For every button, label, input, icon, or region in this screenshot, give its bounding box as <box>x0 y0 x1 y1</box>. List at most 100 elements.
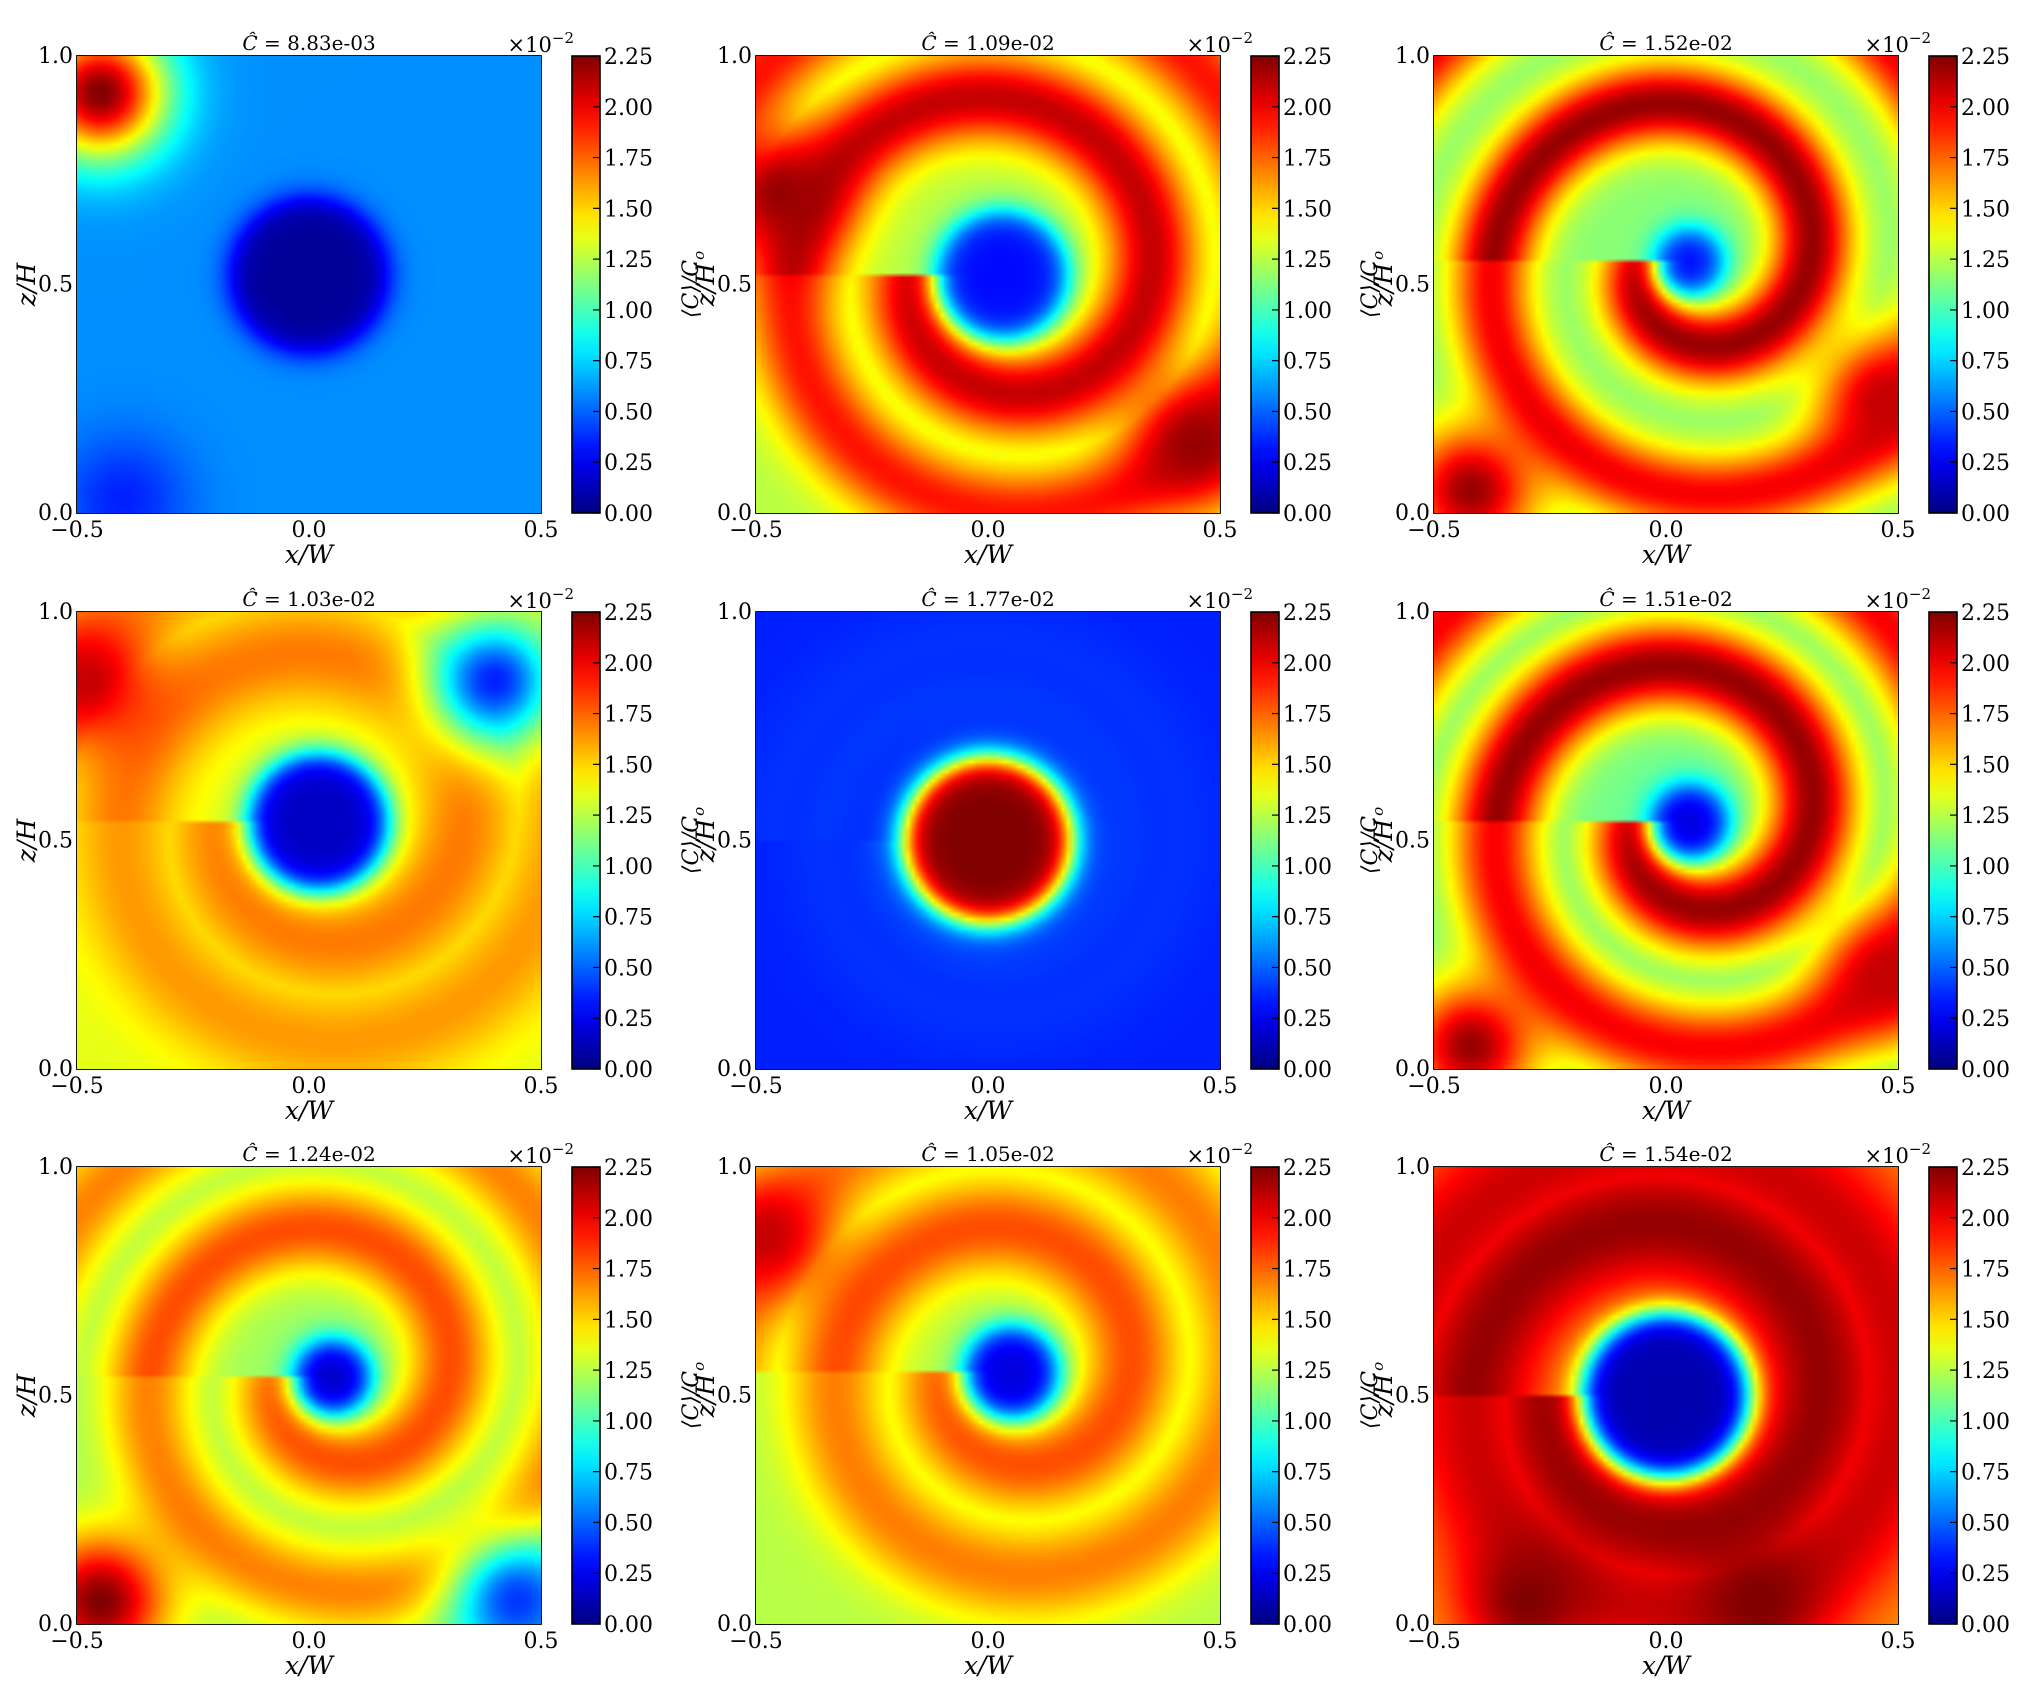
x-tick-label: 0.5 <box>1203 1074 1238 1099</box>
colorbar-tick-label: 0.50 <box>1961 1511 2010 1536</box>
colorbar-tick-label: 1.25 <box>604 804 653 829</box>
colorbar-tick-label: 1.00 <box>1283 299 1332 324</box>
x-tick-label: 0.0 <box>292 1074 327 1099</box>
colorbar-tick-label: 1.25 <box>1961 804 2010 829</box>
colorbar-tick-label: 0.50 <box>604 1511 653 1536</box>
colorbar <box>1928 1166 1958 1625</box>
x-axis-label: x/W <box>1642 1651 1693 1680</box>
colorbar-tick-label: 2.25 <box>604 45 653 70</box>
heatmap-field-5 <box>756 612 1220 1069</box>
colorbar-tick-label: 2.25 <box>604 1156 653 1181</box>
panel-title-value: 1.03e-02 <box>287 587 376 611</box>
x-axis-label: x/W <box>964 540 1015 569</box>
y-axis-label: z/H <box>691 1373 720 1419</box>
x-axis-label: x/W <box>964 1651 1015 1680</box>
y-tick-label: 0.5 <box>1395 1384 1430 1409</box>
y-axis-label: z/H <box>691 262 720 308</box>
colorbar-tick-label: 2.00 <box>1961 96 2010 121</box>
colorbar-tick-label: 1.50 <box>1283 197 1332 222</box>
colorbar-tick-label: 1.75 <box>1283 1258 1332 1283</box>
y-tick-label: 1.0 <box>1395 44 1430 69</box>
colorbar-multiplier: ×10−2 <box>1187 1140 1253 1168</box>
panel-1: −0.5 0.0 0.50.00.51.0x/Wz/HĈ = 8.83e-030.0… <box>12 29 708 569</box>
colorbar-tick-label: 1.50 <box>604 753 653 778</box>
colorbar <box>571 611 601 1070</box>
panel-4: −0.5 0.0 0.50.00.51.0x/Wz/HĈ = 1.03e-020.0… <box>12 585 708 1125</box>
colorbar <box>571 1166 601 1625</box>
panel-3: −0.5 0.0 0.50.00.51.0x/Wz/HĈ = 1.52e-020.0… <box>1369 29 2038 569</box>
x-tick-label: 0.0 <box>292 518 327 543</box>
colorbar-tick-label: 0.25 <box>1961 1007 2010 1032</box>
y-tick-label: 0.5 <box>38 273 73 298</box>
panel-title: Ĉ = 1.05e-02 <box>921 1141 1054 1166</box>
colorbar-tick-label: 2.00 <box>1283 1207 1332 1232</box>
x-tick-label: −0.5 <box>1407 1074 1460 1099</box>
x-tick-label: 0.5 <box>1881 1629 1916 1654</box>
colorbar <box>1250 1166 1280 1625</box>
colorbar-label: ⟨C⟩/Co <box>2036 251 2038 318</box>
colorbar-tick-label: 0.50 <box>1283 400 1332 425</box>
x-tick-label: 0.0 <box>971 1629 1006 1654</box>
panel-title: Ĉ = 1.24e-02 <box>242 1141 375 1166</box>
colorbar-tick-label: 0.00 <box>604 1058 653 1083</box>
colorbar-tick-label: 1.50 <box>1283 1308 1332 1333</box>
x-tick-label: 0.0 <box>1649 1074 1684 1099</box>
colorbar-tick-label: 0.75 <box>1961 1461 2010 1486</box>
colorbar-tick-label: 0.25 <box>1961 1562 2010 1587</box>
colorbar-tick-label: 1.50 <box>1961 197 2010 222</box>
colorbar-multiplier: ×10−2 <box>508 1140 574 1168</box>
heatmap-field-2 <box>756 56 1220 513</box>
colorbar-tick-label: 1.50 <box>604 197 653 222</box>
y-axis-label: z/H <box>1369 1373 1398 1419</box>
colorbar-tick-label: 0.00 <box>1283 1613 1332 1638</box>
colorbar-tick-label: 1.00 <box>1961 855 2010 880</box>
y-tick-label: 0.5 <box>38 1384 73 1409</box>
y-tick-label: 1.0 <box>717 44 752 69</box>
x-tick-label: −0.5 <box>729 1074 782 1099</box>
colorbar-tick-label: 1.50 <box>1961 753 2010 778</box>
panel-title-value: 1.05e-02 <box>966 1142 1055 1166</box>
colorbar-multiplier: ×10−2 <box>1865 29 1931 57</box>
y-tick-label: 0.0 <box>1395 501 1430 526</box>
x-axis-label: x/W <box>1642 540 1693 569</box>
x-tick-label: −0.5 <box>1407 518 1460 543</box>
y-axis-label: z/H <box>12 818 41 864</box>
panel-title: Ĉ = 8.83e-03 <box>242 30 375 55</box>
colorbar-tick-label: 1.75 <box>604 1258 653 1283</box>
colorbar-tick-label: 0.50 <box>1961 956 2010 981</box>
colorbar-tick-label: 1.00 <box>604 299 653 324</box>
colorbar-label: ⟨C⟩/Co <box>1358 1362 1387 1429</box>
y-tick-label: 1.0 <box>717 600 752 625</box>
colorbar-tick-label: 1.00 <box>1283 855 1332 880</box>
y-tick-label: 1.0 <box>1395 600 1430 625</box>
colorbar-tick-label: 1.50 <box>604 1308 653 1333</box>
colorbar-tick-label: 0.75 <box>1961 906 2010 931</box>
panel-title-value: 1.52e-02 <box>1644 31 1733 55</box>
y-tick-label: 1.0 <box>1395 1155 1430 1180</box>
heatmap-field-4 <box>77 612 541 1069</box>
colorbar-tick-label: 0.00 <box>604 1613 653 1638</box>
panel-title-value: 1.24e-02 <box>287 1142 376 1166</box>
x-axis-label: x/W <box>285 540 336 569</box>
x-tick-label: −0.5 <box>729 1629 782 1654</box>
panel-title-value: 1.77e-02 <box>966 587 1055 611</box>
x-tick-label: −0.5 <box>729 518 782 543</box>
colorbar-tick-label: 1.25 <box>1961 248 2010 273</box>
colorbar-tick-label: 1.75 <box>1961 147 2010 172</box>
y-tick-label: 1.0 <box>717 1155 752 1180</box>
colorbar-label: ⟨C⟩/Co <box>679 1362 708 1429</box>
colorbar-tick-label: 0.25 <box>1961 451 2010 476</box>
x-axis-label: x/W <box>1642 1096 1693 1125</box>
colorbar-multiplier: ×10−2 <box>508 29 574 57</box>
colorbar-tick-label: 1.25 <box>604 248 653 273</box>
colorbar-label: ⟨C⟩/Co <box>2036 1362 2038 1429</box>
x-tick-label: 0.5 <box>1203 518 1238 543</box>
colorbar-tick-label: 1.00 <box>1961 1410 2010 1435</box>
x-tick-label: 0.5 <box>1203 1629 1238 1654</box>
x-tick-label: 0.5 <box>524 1074 559 1099</box>
x-axis-label: x/W <box>285 1651 336 1680</box>
colorbar-tick-label: 0.25 <box>1283 1562 1332 1587</box>
y-tick-label: 0.0 <box>717 501 752 526</box>
colorbar-tick-label: 2.25 <box>1283 1156 1332 1181</box>
colorbar-tick-label: 1.25 <box>1283 804 1332 829</box>
